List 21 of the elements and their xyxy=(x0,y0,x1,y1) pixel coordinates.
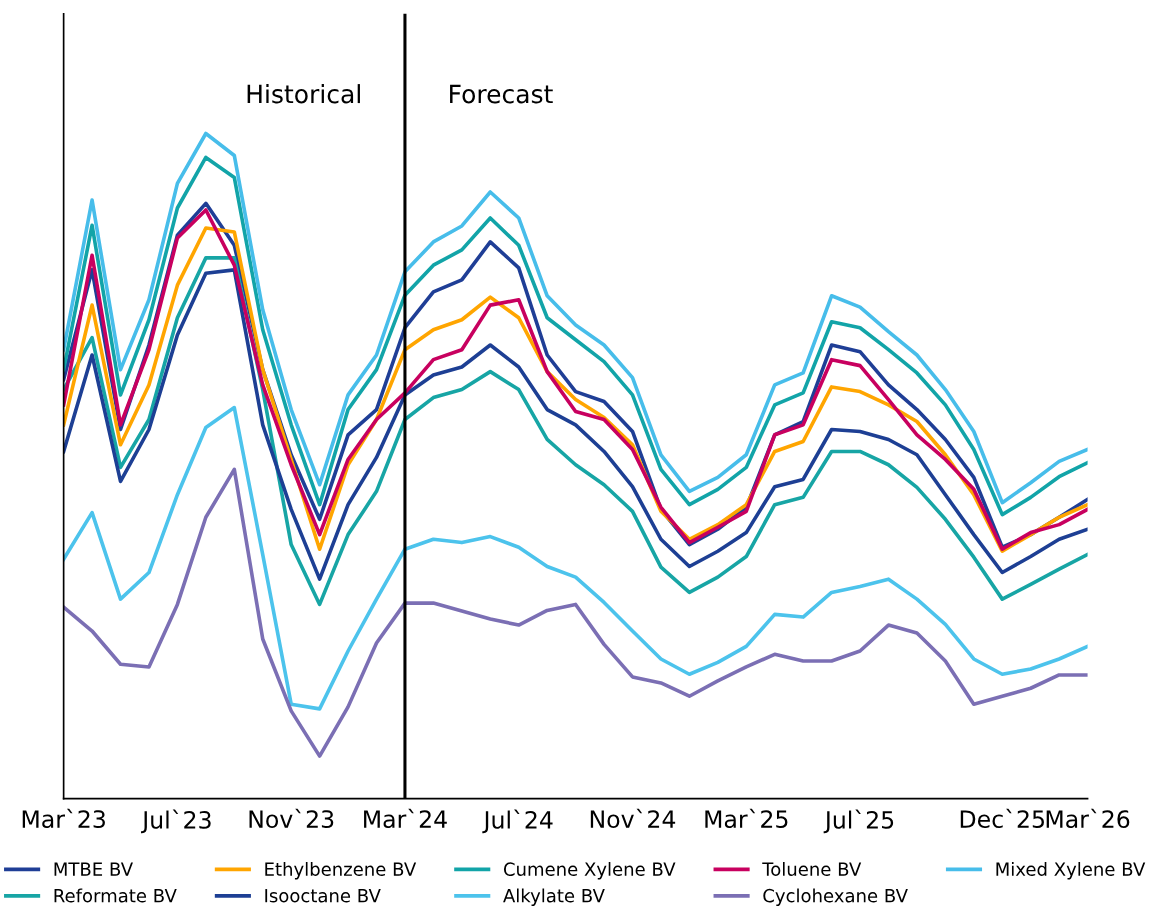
x-tick-label: Mar`23 xyxy=(22,808,105,829)
x-tick-label: Jul`25 xyxy=(823,809,894,834)
text: Forecast xyxy=(450,84,553,104)
x-tick-label: Jul`23 xyxy=(141,809,211,834)
x-tick-label: Jul`24 xyxy=(482,809,553,834)
legend-label: Cyclohexane BV xyxy=(763,888,908,906)
legend-label: Reformate BV xyxy=(54,888,177,903)
legend-label: Cumene Xylene BV xyxy=(503,862,676,880)
x-tick-label: Nov`24 xyxy=(590,808,676,829)
legend-label: Isooctane BV xyxy=(265,889,381,903)
text: Historical xyxy=(247,84,360,104)
x-tick-label: Nov`23 xyxy=(249,808,334,829)
legend-label: Alkylate BV xyxy=(503,888,605,906)
x-tick-label: Dec`25 xyxy=(960,808,1044,829)
legend-label: Toluene BV xyxy=(762,862,862,876)
x-tick-label: Mar`25 xyxy=(705,808,788,829)
x-tick-label: Mar`26 xyxy=(1046,808,1130,829)
legend-label: Mixed Xylene BV xyxy=(996,862,1146,880)
legend-label: MTBE BV xyxy=(54,862,133,876)
x-tick-label: Mar`24 xyxy=(364,808,447,829)
legend-label: Ethylbenzene BV xyxy=(265,862,417,880)
